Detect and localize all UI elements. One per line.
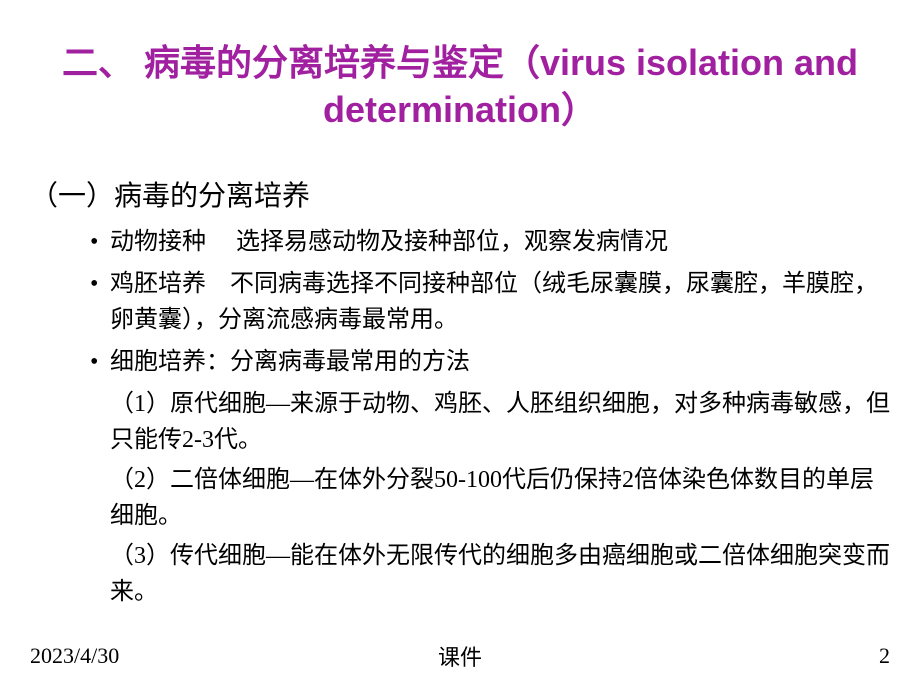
footer-page-number: 2 <box>603 643 890 669</box>
bullet-item: 动物接种 选择易感动物及接种部位，观察发病情况 <box>90 224 890 260</box>
footer-date: 2023/4/30 <box>30 643 317 669</box>
bullet-item: 鸡胚培养 不同病毒选择不同接种部位（绒毛尿囊膜，尿囊腔，羊膜腔，卵黄囊），分离流… <box>90 266 890 338</box>
sub-item: （2）二倍体细胞—在体外分裂50-100代后仍保持2倍体染色体数目的单层细胞。 <box>30 462 890 534</box>
slide-title: 二、 病毒的分离培养与鉴定（virus isolation and determ… <box>30 40 890 134</box>
sub-item: （1）原代细胞—来源于动物、鸡胚、人胚组织细胞，对多种病毒敏感，但只能传2-3代… <box>30 386 890 458</box>
sub-item: （3）传代细胞—能在体外无限传代的细胞多由癌细胞或二倍体细胞突变而来。 <box>30 538 890 610</box>
slide-footer: 2023/4/30 课件 2 <box>0 640 920 672</box>
section-subtitle: （一）病毒的分离培养 <box>30 174 890 214</box>
bullet-list: 动物接种 选择易感动物及接种部位，观察发病情况 鸡胚培养 不同病毒选择不同接种部… <box>30 224 890 380</box>
slide-container: 二、 病毒的分离培养与鉴定（virus isolation and determ… <box>0 0 920 690</box>
bullet-item: 细胞培养：分离病毒最常用的方法 <box>90 344 890 380</box>
footer-center: 课件 <box>317 640 604 672</box>
